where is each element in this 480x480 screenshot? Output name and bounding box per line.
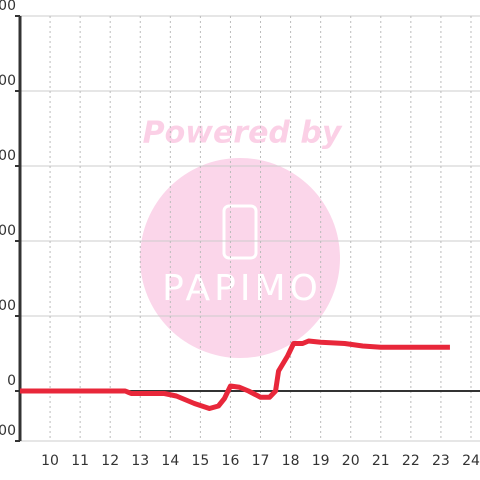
watermark-text: Powered by bbox=[143, 116, 343, 151]
x-tick-label: 24 bbox=[462, 453, 480, 469]
x-tick-label: 10 bbox=[41, 453, 59, 469]
x-tick-label: 16 bbox=[222, 453, 240, 469]
x-tick-label: 18 bbox=[282, 453, 300, 469]
y-tick-label: 120,000 bbox=[0, 73, 16, 89]
x-tick-label: 11 bbox=[71, 453, 89, 469]
y-tick-label: 30,000 bbox=[0, 298, 16, 314]
x-tick-label: 22 bbox=[402, 453, 420, 469]
line-series bbox=[20, 338, 450, 411]
x-tick-label: 14 bbox=[161, 453, 179, 469]
x-tick-label: 19 bbox=[312, 453, 330, 469]
x-tick-label: 21 bbox=[372, 453, 390, 469]
x-tick-label: 12 bbox=[101, 453, 119, 469]
x-tick-label: 13 bbox=[131, 453, 149, 469]
y-tick-label: 60,000 bbox=[0, 223, 16, 239]
watermark-logo: PAPIMO bbox=[162, 268, 322, 309]
y-tick-label: 90,000 bbox=[0, 148, 16, 164]
y-tick-label: 150,000 bbox=[0, 0, 16, 14]
x-tick-label: 23 bbox=[432, 453, 450, 469]
y-tick-label: 0 bbox=[7, 373, 16, 389]
x-tick-label: 20 bbox=[342, 453, 360, 469]
y-tick-label: -20,000 bbox=[0, 423, 16, 439]
watermark-icon bbox=[222, 204, 258, 260]
x-tick-label: 15 bbox=[191, 453, 209, 469]
x-tick-label: 17 bbox=[252, 453, 270, 469]
